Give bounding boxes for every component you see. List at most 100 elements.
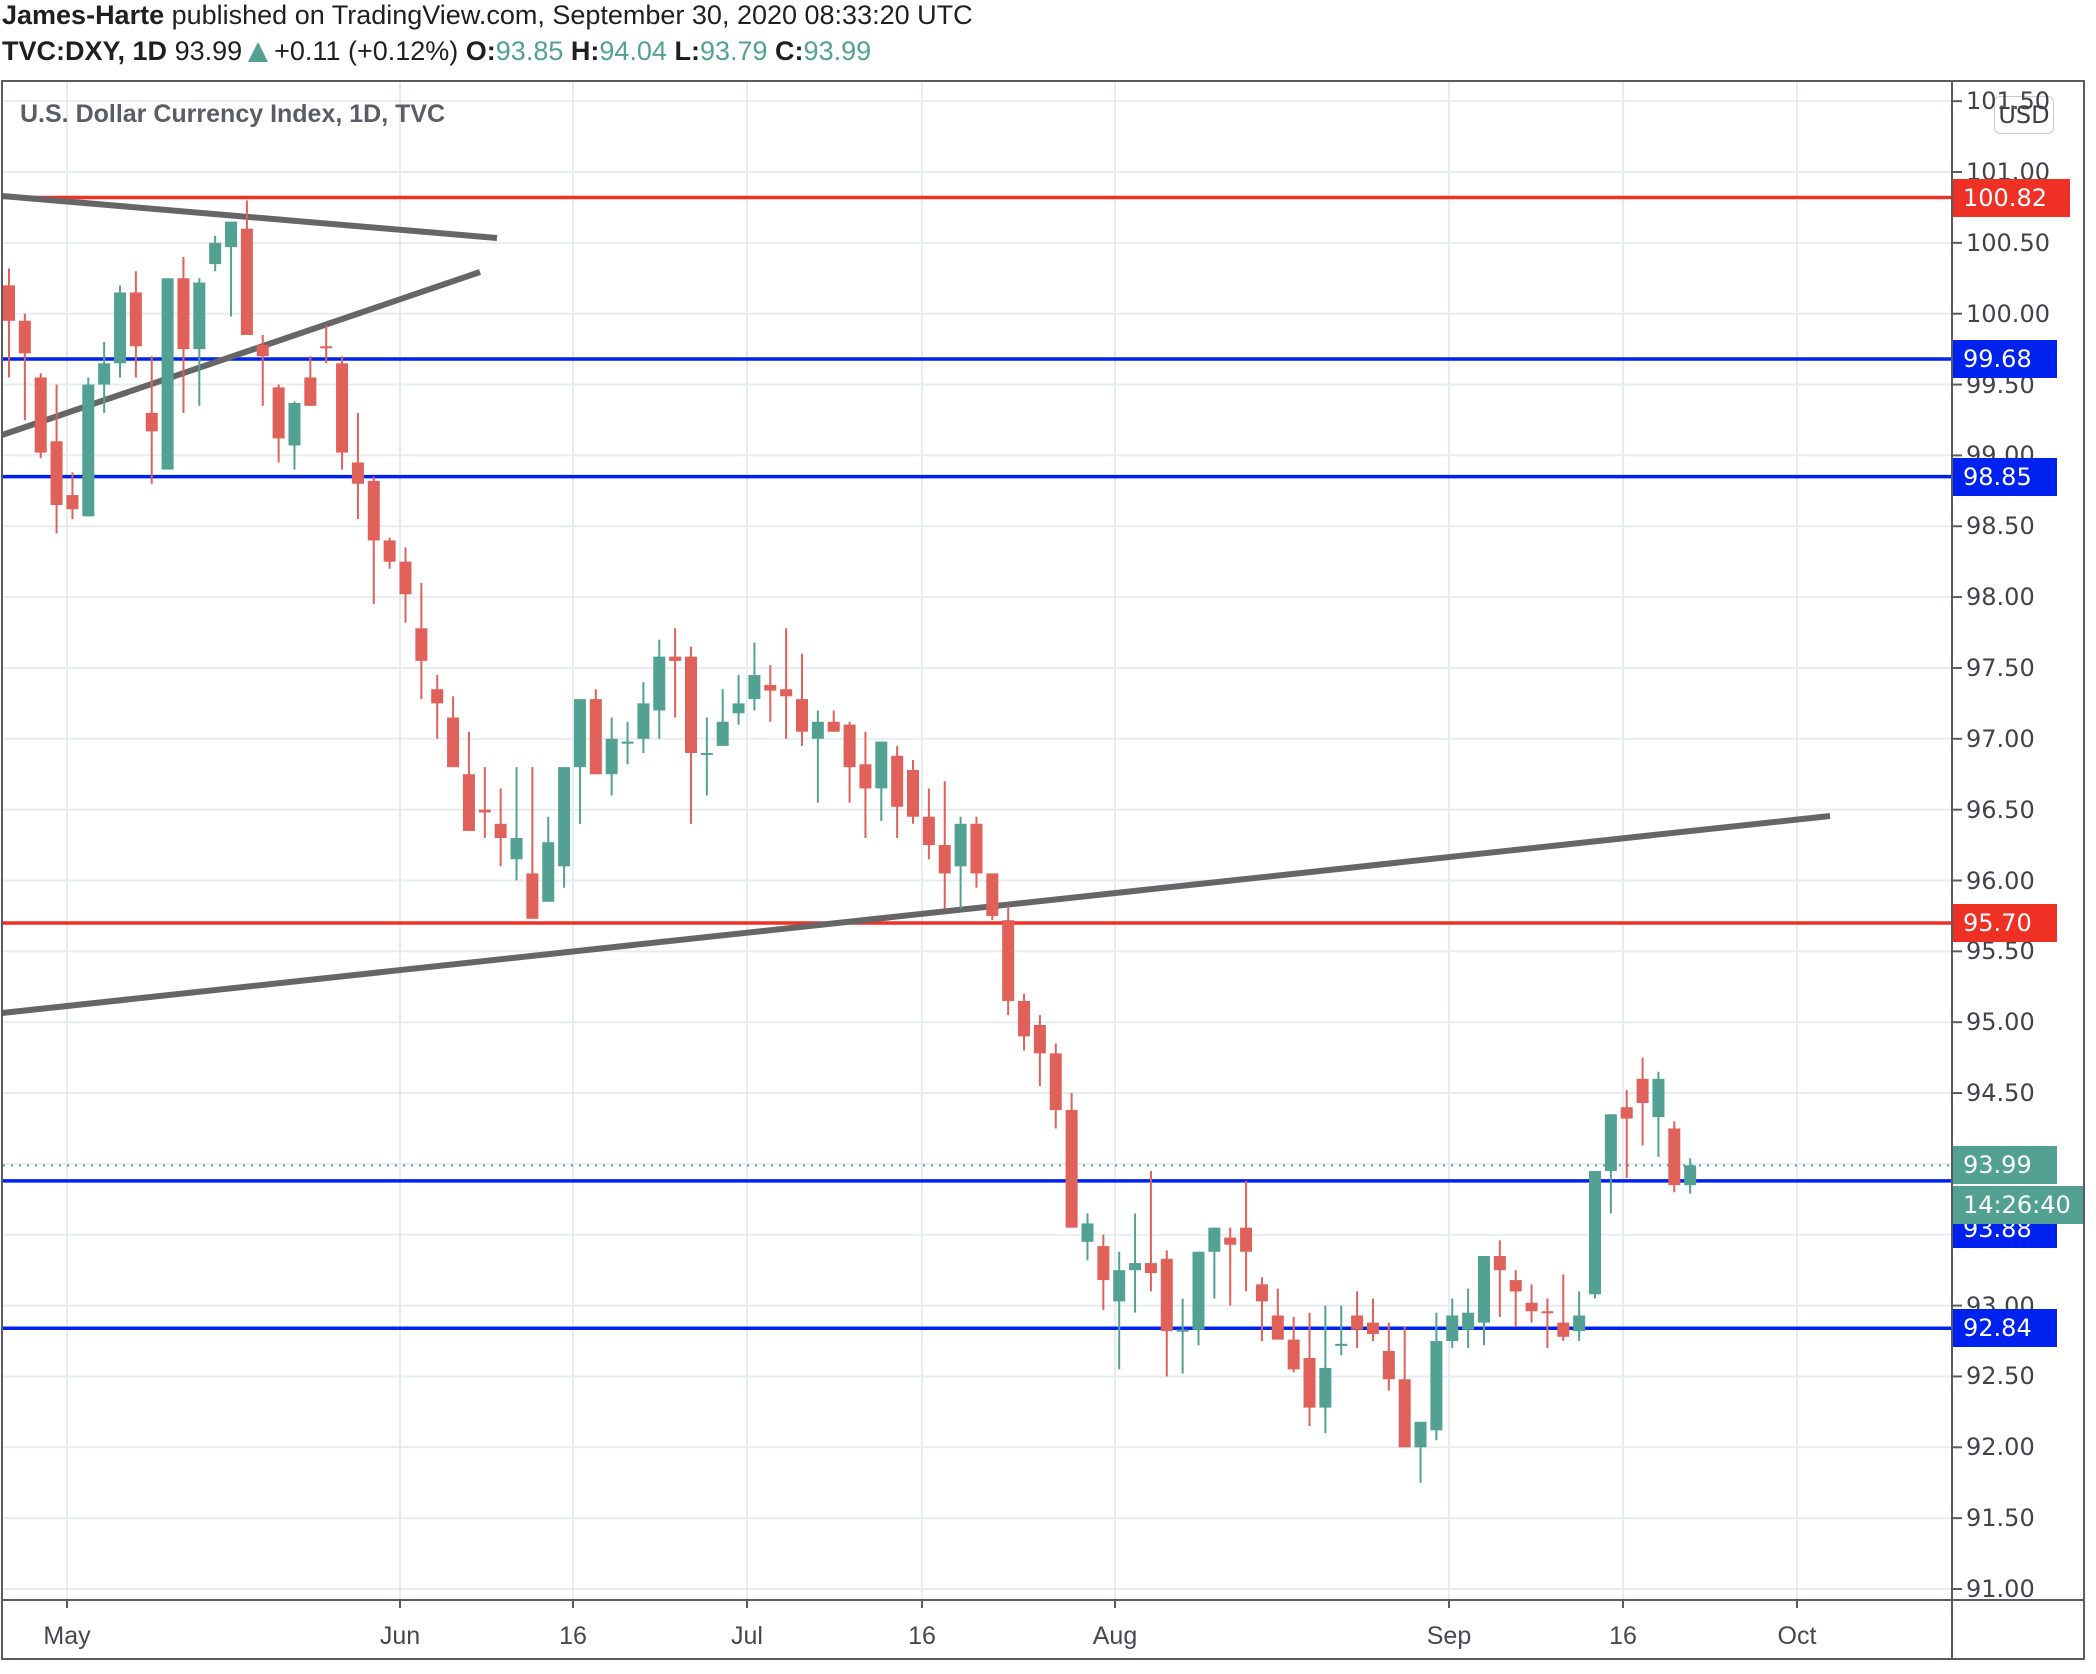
- publisher-line: James-Harte published on TradingView.com…: [2, 0, 973, 36]
- level-price-tag: 98.85: [1953, 457, 2057, 496]
- candle-up: [1081, 1223, 1094, 1242]
- candle-down: [336, 363, 349, 453]
- time-label: May: [43, 1622, 91, 1650]
- candle-down: [34, 377, 47, 453]
- candle-up: [1684, 1165, 1697, 1186]
- time-label: Oct: [1777, 1622, 1817, 1650]
- candle-down: [304, 377, 317, 406]
- candle-down: [1398, 1379, 1411, 1448]
- time-label: 16: [559, 1622, 587, 1650]
- level-price-tag: 99.68: [1953, 340, 2057, 379]
- candle-up: [1446, 1315, 1459, 1342]
- symbol: TVC:DXY, 1D: [2, 36, 168, 66]
- price-label: 91.00: [1966, 1575, 2035, 1603]
- candle-up: [1319, 1367, 1332, 1408]
- close-label: C:: [775, 36, 804, 66]
- time-label: Aug: [1092, 1622, 1138, 1650]
- candle-up: [1414, 1421, 1427, 1448]
- trendline: [1, 813, 1831, 1016]
- candle-up: [114, 292, 127, 364]
- candle-down: [351, 462, 364, 484]
- candle-down: [129, 292, 142, 347]
- close-value: 93.99: [803, 36, 872, 66]
- candle-up: [1589, 1170, 1601, 1295]
- price-label: 101.50: [1966, 87, 2050, 116]
- chart-frame: [1, 80, 2085, 1660]
- candle-down: [986, 873, 999, 916]
- candle-down: [1620, 1107, 1633, 1119]
- candle-down: [1240, 1227, 1253, 1252]
- candle-down: [1287, 1339, 1300, 1370]
- high-label: H:: [570, 36, 600, 66]
- candle-up: [1430, 1341, 1443, 1431]
- candle-down: [462, 774, 475, 831]
- time-label: 16: [908, 1622, 936, 1650]
- price-label: 92.00: [1966, 1433, 2035, 1462]
- candle-down: [177, 278, 190, 350]
- candle-down: [415, 628, 428, 661]
- candle-up: [209, 242, 222, 265]
- candle-up: [225, 221, 238, 248]
- candle-up: [573, 699, 586, 768]
- author-name: James-Harte: [2, 0, 165, 30]
- candle-up: [700, 752, 713, 755]
- candle-up: [288, 402, 301, 446]
- candle-down: [1303, 1358, 1316, 1408]
- candle-down: [431, 689, 444, 704]
- low-label: L:: [674, 36, 700, 66]
- candle-down: [1668, 1128, 1681, 1186]
- candle-down: [1224, 1237, 1237, 1245]
- trendline: [1, 269, 481, 438]
- price-label: 100.00: [1966, 299, 2050, 328]
- open-value: 93.85: [495, 36, 564, 66]
- candle-up: [637, 703, 650, 739]
- candle-down: [18, 320, 31, 354]
- price-label: 92.50: [1966, 1362, 2035, 1391]
- last-price: 93.99: [174, 36, 243, 66]
- candle-up: [954, 823, 967, 867]
- candle-up: [811, 721, 824, 739]
- candle-down: [447, 717, 460, 768]
- currency-button[interactable]: USD: [1994, 96, 2054, 134]
- candle-up: [542, 842, 555, 902]
- candle-down: [66, 495, 79, 510]
- price-label: 97.00: [1966, 724, 2035, 753]
- candle-down: [922, 816, 935, 846]
- candle-up: [748, 675, 761, 700]
- last-price-tag: 93.99: [1953, 1146, 2057, 1185]
- candle-down: [526, 873, 539, 919]
- candle-up: [1477, 1256, 1490, 1323]
- candle-up: [1208, 1227, 1221, 1252]
- candle-up: [193, 282, 206, 350]
- candle-up: [1604, 1114, 1617, 1171]
- candle-down: [478, 809, 491, 813]
- candle-down: [796, 699, 808, 732]
- price-label: 96.50: [1966, 795, 2035, 824]
- candle-down: [399, 561, 412, 595]
- candle-up: [82, 384, 95, 517]
- price-label: 96.00: [1966, 866, 2035, 895]
- candle-down: [1033, 1025, 1046, 1054]
- low-value: 93.79: [699, 36, 768, 66]
- candle-down: [589, 699, 602, 775]
- candle-up: [1113, 1270, 1126, 1302]
- candle-down: [1557, 1322, 1570, 1337]
- candle-up: [1652, 1078, 1665, 1118]
- candle-up: [98, 363, 111, 385]
- candle-up: [716, 721, 729, 746]
- time-label: Jun: [379, 1622, 421, 1650]
- candle-down: [494, 823, 507, 838]
- candle-down: [684, 656, 697, 753]
- candle-down: [859, 764, 872, 789]
- price-label: 91.50: [1966, 1504, 2035, 1533]
- candle-down: [145, 412, 158, 432]
- candles: [3, 200, 1697, 1483]
- up-triangle-icon: [248, 42, 269, 62]
- candle-up: [510, 837, 523, 860]
- candle-down: [240, 228, 253, 335]
- candle-up: [161, 278, 174, 470]
- candle-down: [827, 721, 840, 732]
- candle-down: [320, 346, 333, 349]
- ohlc-line: TVC:DXY, 1D 93.99 +0.11 (+0.12%) O:93.85 …: [2, 36, 871, 72]
